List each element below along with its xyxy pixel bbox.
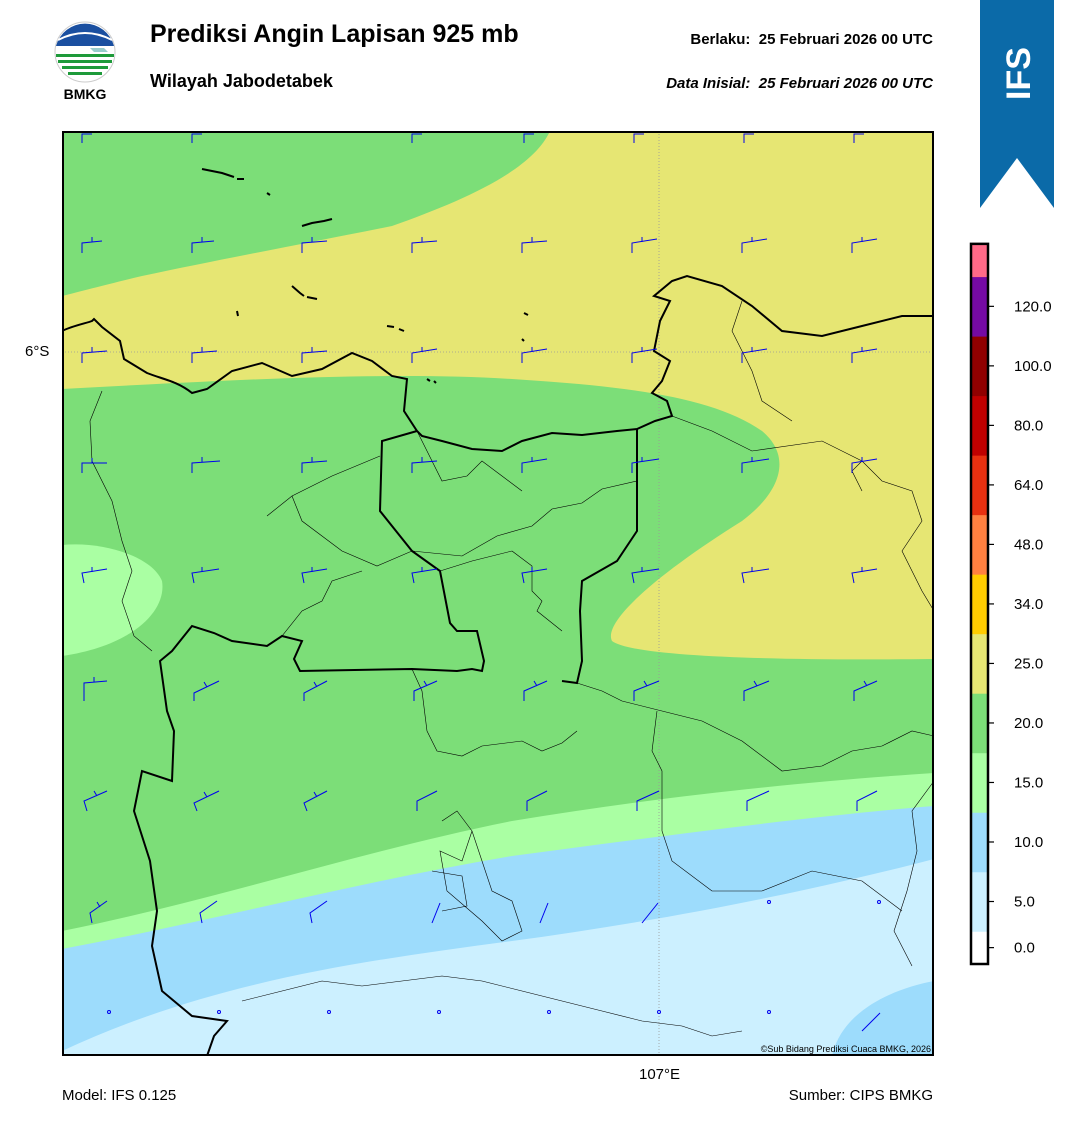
- province-border-east: [561, 429, 638, 685]
- province-border: [132, 430, 486, 1056]
- coastline: [62, 274, 934, 453]
- copyright-text: ©Sub Bidang Prediksi Cuaca BMKG, 2026: [760, 1044, 931, 1054]
- lon-label: 107°E: [639, 1066, 681, 1083]
- bmkg-logo: BMKG: [54, 21, 116, 102]
- ribbon-text: IFS: [1000, 47, 1038, 100]
- wind-band-corner-blob: [832, 981, 934, 1056]
- colorbar-segment: [971, 693, 988, 754]
- colorbar-tick-label: 15.0: [1014, 774, 1043, 791]
- model-text: Model: IFS 0.125: [62, 1087, 177, 1104]
- colorbar-segment: [971, 514, 988, 575]
- colorbar-tick-label: 10.0: [1014, 834, 1043, 851]
- wind-band-top-green: [62, 131, 550, 296]
- colorbar-tick-label: 48.0: [1014, 536, 1043, 553]
- wind-map: [62, 131, 934, 1056]
- colorbar-segment: [971, 395, 988, 456]
- colorbar-tick-label: 25.0: [1014, 655, 1043, 672]
- wind-barbs: [81, 133, 881, 1032]
- source-text: Sumber: CIPS BMKG: [788, 1087, 933, 1104]
- lat-label: 6°S: [25, 343, 50, 360]
- colorbar-tick-label: 80.0: [1014, 417, 1043, 434]
- colorbar-segment: [971, 243, 988, 278]
- colorbar-segment: [971, 931, 988, 965]
- colorbar-segment: [971, 871, 988, 932]
- page-subtitle: Wilayah Jabodetabek: [150, 71, 333, 91]
- colorbar-tick-label: 34.0: [1014, 596, 1043, 613]
- init-label: Data Inisial:: [666, 75, 751, 92]
- colorbar-tick-label: 5.0: [1014, 894, 1035, 911]
- init-value: 25 Februari 2026 00 UTC: [758, 75, 933, 92]
- valid-label: Berlaku:: [690, 31, 751, 48]
- logo-text: BMKG: [64, 86, 107, 102]
- colorbar: 0.0 5.0 10.0 15.0 20.0 25.0 34.0 48.0 64.0 80.0 10…: [969, 242, 1052, 966]
- colorbar-segment: [971, 633, 988, 694]
- colorbar-tick-label: 120.0: [1014, 298, 1052, 315]
- colorbar-tick-label: 100.0: [1014, 358, 1052, 375]
- colorbar-segment: [971, 276, 988, 337]
- colorbar-segment: [971, 574, 988, 635]
- colorbar-segment: [971, 336, 988, 397]
- colorbar-segment: [971, 455, 988, 516]
- page-title: Prediksi Angin Lapisan 925 mb: [150, 20, 519, 48]
- colorbar-segment: [971, 812, 988, 873]
- regency-borders: [89, 300, 934, 1037]
- colorbar-tick-label: 64.0: [1014, 477, 1043, 494]
- islands: [201, 168, 529, 384]
- model-ribbon: IFS: [980, 0, 1054, 208]
- valid-time: Berlaku: 25 Februari 2026 00 UTC: [690, 31, 933, 48]
- colorbar-tick-label: 0.0: [1014, 940, 1035, 957]
- colorbar-segment: [971, 752, 988, 813]
- init-time: Data Inisial: 25 Februari 2026 00 UTC: [666, 75, 933, 92]
- wind-band-calm: [62, 859, 934, 1056]
- valid-value: 25 Februari 2026 00 UTC: [758, 31, 933, 48]
- colorbar-tick-label: 20.0: [1014, 715, 1043, 732]
- map-frame: [62, 131, 934, 1056]
